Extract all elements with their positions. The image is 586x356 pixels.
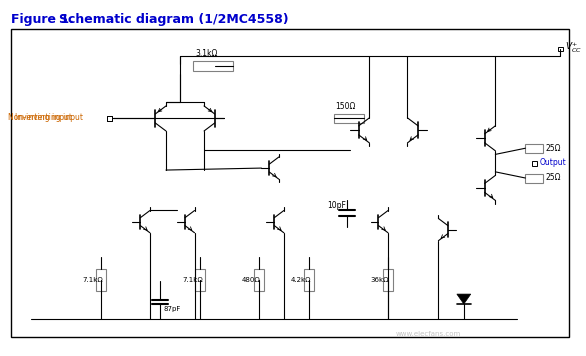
Text: Inverting input: Inverting input (15, 113, 72, 122)
Bar (107, 116, 112, 121)
Bar (525, 174, 543, 183)
Text: 10pF: 10pF (327, 201, 346, 210)
Text: Non-inverting input: Non-inverting input (8, 113, 83, 122)
Text: 3.1kΩ: 3.1kΩ (195, 49, 217, 58)
Text: 25Ω: 25Ω (545, 144, 561, 153)
Bar (334, 114, 363, 124)
Bar (193, 61, 233, 71)
Bar (96, 269, 105, 291)
Bar (254, 269, 264, 291)
Text: 25Ω: 25Ω (545, 173, 561, 183)
Bar (525, 144, 543, 153)
Polygon shape (457, 294, 471, 304)
Text: Schematic diagram (1/2MC4558): Schematic diagram (1/2MC4558) (59, 13, 289, 26)
Text: www.elecfans.com: www.elecfans.com (396, 331, 461, 337)
Bar (532, 161, 537, 166)
Text: 87pF: 87pF (163, 306, 180, 312)
Text: Output: Output (539, 158, 566, 167)
Bar (11, 29, 569, 337)
Text: $V_{CC}^{+}$: $V_{CC}^{+}$ (565, 41, 582, 55)
Bar (107, 116, 112, 121)
Bar (557, 47, 563, 52)
Text: 7.1kΩ: 7.1kΩ (83, 277, 104, 283)
Text: 4.2kΩ: 4.2kΩ (291, 277, 312, 283)
Text: 150Ω: 150Ω (335, 101, 355, 110)
Text: Figure 1.: Figure 1. (11, 13, 74, 26)
Bar (195, 269, 205, 291)
Text: 36kΩ: 36kΩ (370, 277, 389, 283)
Text: 480Ω: 480Ω (241, 277, 260, 283)
Text: 7.1kΩ: 7.1kΩ (182, 277, 203, 283)
Bar (383, 269, 393, 291)
Bar (304, 269, 314, 291)
